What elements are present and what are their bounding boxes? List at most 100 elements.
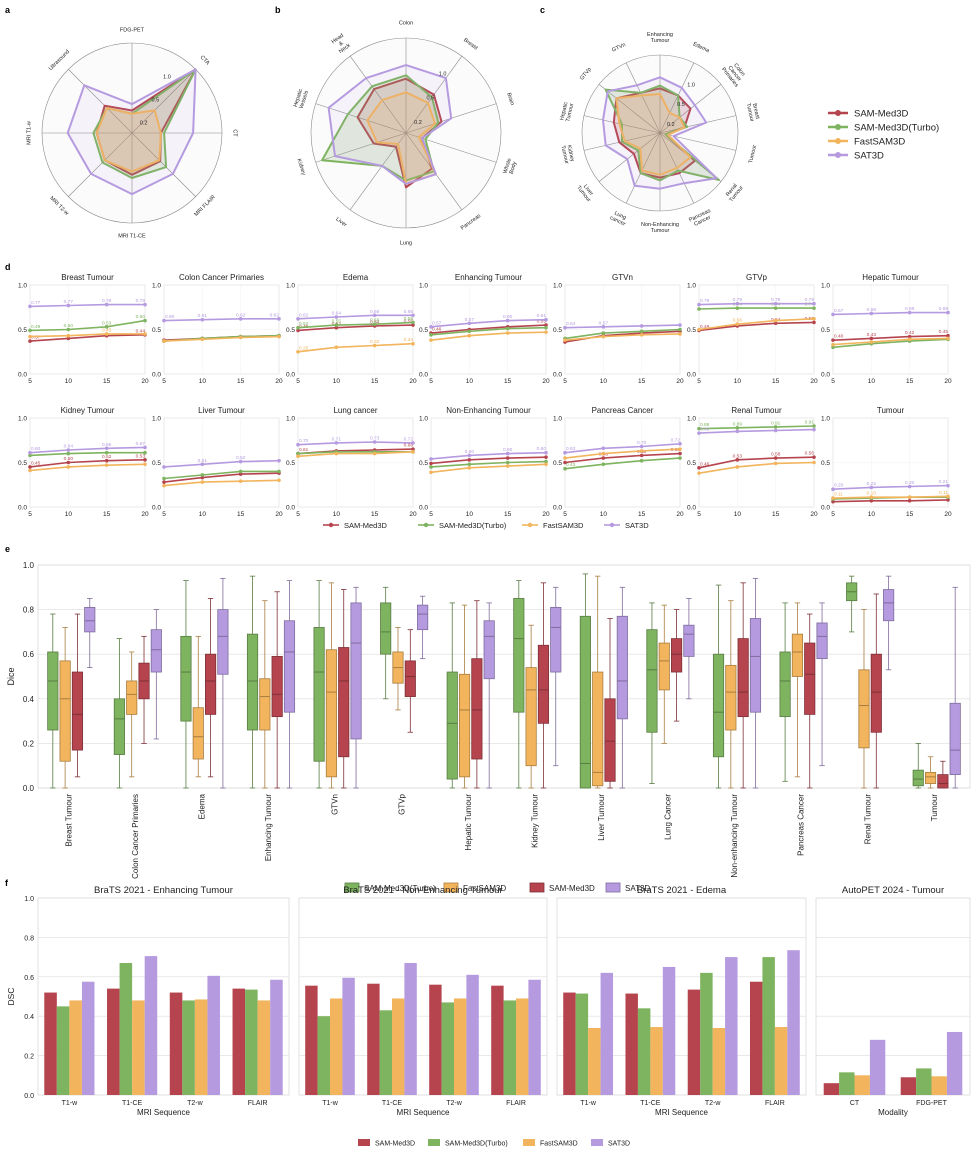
y-tick-label: 0.0 <box>821 505 830 512</box>
data-label: 0.53 <box>136 453 146 459</box>
data-point <box>812 424 816 428</box>
data-point <box>544 455 548 459</box>
bar-subplot-brats-2021-enhancing-tumour: BraTS 2021 - Enhancing Tumour T1-w T1-CE T2… <box>37 885 290 1117</box>
data-label: 0.63 <box>566 446 576 452</box>
subplot-frame <box>815 897 971 1096</box>
box-group-colon-cancer-primaries: Colon Cancer Primaries <box>113 609 162 879</box>
data-point <box>238 469 243 474</box>
radar-category-whole-body: WholeBody <box>503 158 519 177</box>
data-label: 0.49 <box>31 324 41 330</box>
x-tick-label: 15 <box>237 378 245 385</box>
bar-sat3d <box>466 974 479 1095</box>
data-point <box>277 458 281 463</box>
box-sam-med3d <box>205 653 217 715</box>
data-point <box>429 457 433 461</box>
data-point <box>544 323 548 327</box>
box-sam-med3d-turbo <box>779 651 791 718</box>
legend-label-sam-med3d: SAM-Med3D <box>344 521 388 530</box>
data-label: 0.60 <box>31 446 41 452</box>
series-line-fastsam3d <box>163 479 280 487</box>
series-line-sam-med3d-turbo <box>297 321 414 329</box>
data-point <box>505 464 510 468</box>
data-label: 0.68 <box>867 307 877 313</box>
x-tick-label: 15 <box>638 378 646 385</box>
data-point <box>467 333 472 338</box>
legend-swatch <box>529 882 545 893</box>
y-tick-label: 0.0 <box>286 505 295 512</box>
data-label: 0.50 <box>64 323 74 329</box>
data-point <box>429 465 433 469</box>
x-tick-label: 10 <box>734 378 742 385</box>
x-tick-label: 10 <box>65 511 73 518</box>
line-subplot-lung-cancer: Lung cancer 0.0 0.5 1.0 5 10 15 20 0.61 0.68 0.70 0… <box>286 406 417 518</box>
box-group-lung-cancer: Lung Cancer <box>646 598 695 840</box>
y-axis-label: Dice <box>6 667 16 685</box>
series-line-sam-med3d <box>698 321 815 332</box>
legend-label-sam-med3d-turbo: SAM-Med3D(Turbo) <box>445 1141 508 1148</box>
category-label: Edema <box>198 793 207 819</box>
y-tick-label: 0.0 <box>687 372 696 379</box>
data-label: 0.46 <box>432 327 442 333</box>
box-sam-med3d-turbo <box>712 653 725 758</box>
data-point <box>429 461 433 466</box>
radar-category-tumour: Tumour <box>748 144 758 164</box>
radar-spoke <box>131 132 196 197</box>
data-point <box>143 458 147 462</box>
category-label: GTVn <box>331 794 340 815</box>
legend-label-fastsam3d: FastSAM3D <box>854 137 905 148</box>
legend-marker <box>835 124 841 130</box>
data-point <box>104 446 109 451</box>
data-point <box>162 483 166 488</box>
bar-sam-med3d-turbo <box>503 1000 516 1095</box>
data-point <box>907 337 912 342</box>
data-point <box>869 498 874 503</box>
data-label: 0.64 <box>64 444 74 450</box>
data-label: 0.62 <box>270 312 280 318</box>
category-label: Enhancing Tumour <box>264 794 273 861</box>
bar-fastsam3d <box>854 1075 870 1095</box>
data-point <box>28 334 32 339</box>
bar-fastsam3d <box>330 998 343 1095</box>
data-label: 0.55 <box>332 319 342 325</box>
bar-fastsam3d <box>257 1000 271 1095</box>
x-tick-label: 20 <box>676 511 684 518</box>
x-tick-label: 5 <box>429 378 433 385</box>
x-tick-label: T2-w <box>705 1100 722 1107</box>
box-sam-med3d <box>471 658 483 760</box>
data-point <box>467 458 472 462</box>
series-line-fastsam3d <box>698 318 815 331</box>
x-tick-label: T2-w <box>187 1100 204 1107</box>
series-line-sam-med3d-turbo <box>430 460 547 468</box>
data-point <box>28 453 32 458</box>
data-point <box>28 468 32 473</box>
y-tick-label: 1.0 <box>419 416 428 423</box>
radar-category-head-neck: Head&Neck <box>331 33 352 55</box>
radar-spoke <box>315 132 407 163</box>
radar-category-ct: CT <box>232 129 238 137</box>
data-point <box>505 460 510 465</box>
x-tick-label: 15 <box>504 378 512 385</box>
bar-subplot-brats-2021-non-enhancing-tumour: BraTS 2021 - Non-Enhancing Tumour T1-w T1-… <box>298 885 548 1117</box>
x-tick-label: T1-w <box>322 1100 339 1107</box>
bar-sam-med3d-turbo <box>637 1008 651 1095</box>
x-tick-label: 15 <box>237 511 245 518</box>
data-label: 0.52 <box>102 454 112 460</box>
category-label: Renal Tumour <box>863 794 872 845</box>
box-plot-frame <box>37 564 971 789</box>
x-tick-label: 20 <box>409 511 417 518</box>
data-point <box>372 451 377 456</box>
data-label: 0.79 <box>771 297 781 303</box>
data-label: 0.69 <box>939 306 949 312</box>
data-point <box>334 345 339 350</box>
x-tick-label: 15 <box>103 378 111 385</box>
radar-spoke <box>659 62 695 134</box>
bar-sam-med3d <box>823 1083 840 1095</box>
y-tick-label: 0.6 <box>23 650 35 659</box>
y-tick-label: 1.0 <box>18 416 27 423</box>
box-fastsam3d <box>924 771 937 784</box>
y-tick-label: 0.0 <box>419 372 428 379</box>
bar-sat3d <box>404 963 417 1095</box>
box-group-gtvn: GTVn <box>313 580 362 815</box>
bar-fastsam3d <box>516 998 529 1095</box>
box-sam-med3d <box>604 698 616 782</box>
